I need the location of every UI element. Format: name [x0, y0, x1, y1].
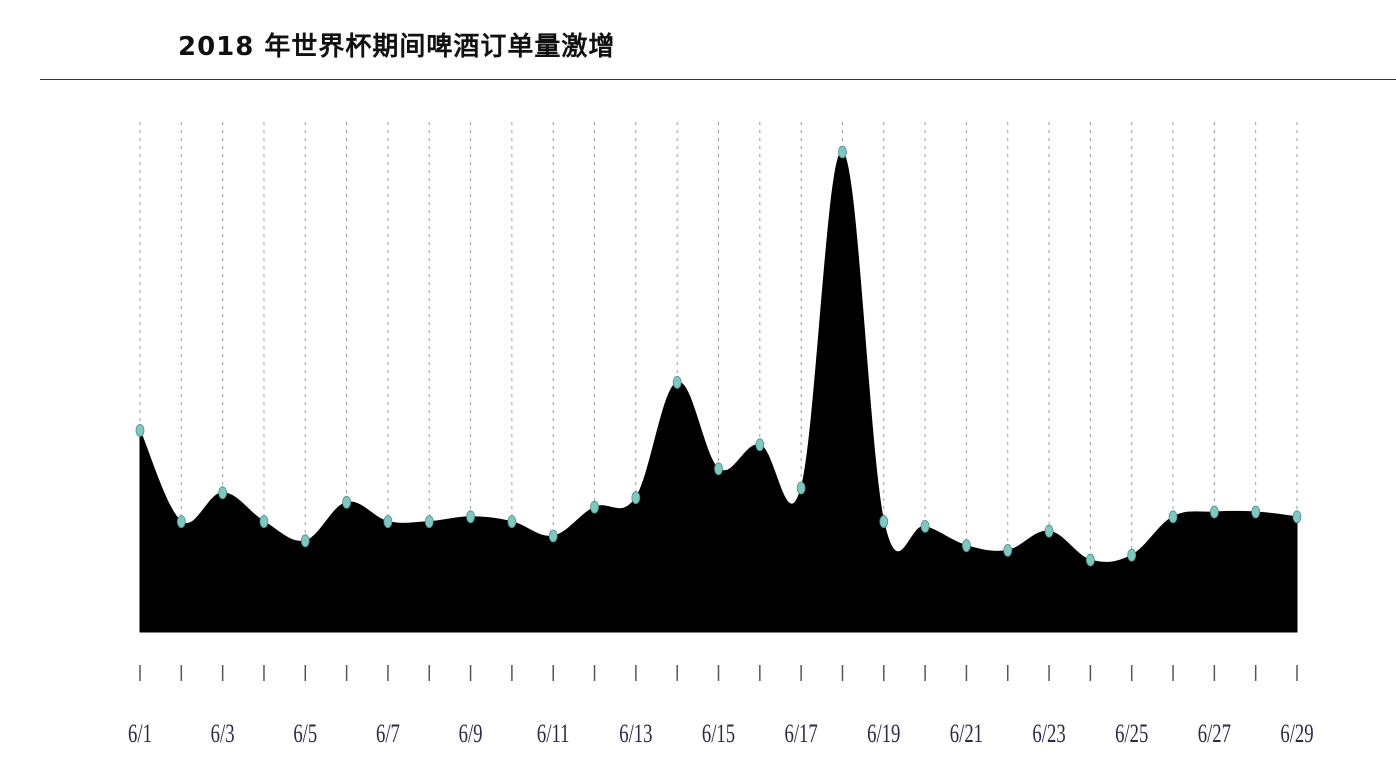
- data-point-6/27: [1209, 505, 1219, 519]
- data-point-6/8: [424, 515, 434, 528]
- x-tick-label: 6/23: [1032, 719, 1065, 748]
- x-tick-label: 6/19: [867, 719, 900, 748]
- x-tick-label: 6/17: [785, 719, 818, 748]
- data-point-6/10: [507, 515, 517, 528]
- chart-title: 2018 年世界杯期间啤酒订单量激增: [178, 32, 616, 62]
- data-point-6/3: [218, 486, 228, 500]
- data-point-6/5: [300, 534, 310, 548]
- data-point-6/17: [796, 481, 806, 495]
- data-point-6/1: [135, 423, 145, 437]
- data-point-6/6: [342, 495, 352, 509]
- data-point-6/15: [714, 462, 723, 476]
- x-tick-label: 6/25: [1115, 719, 1148, 748]
- data-point-6/23: [1044, 524, 1054, 538]
- data-point-6/9: [466, 510, 475, 524]
- x-tick-label: 6/27: [1198, 719, 1231, 748]
- x-tick-label: 6/13: [619, 719, 652, 748]
- data-point-6/7: [383, 515, 393, 528]
- data-point-6/29: [1292, 510, 1302, 524]
- data-point-6/22: [1003, 544, 1013, 557]
- data-point-6/20: [920, 520, 930, 533]
- data-markers: [135, 145, 1302, 567]
- x-tick-label: 6/5: [293, 719, 317, 748]
- x-tick-label: 6/9: [459, 719, 483, 748]
- data-point-6/26: [1168, 510, 1178, 524]
- data-point-6/14: [672, 375, 682, 389]
- x-tick-label: 6/1: [128, 719, 152, 748]
- x-tick-label: 6/3: [211, 719, 235, 748]
- title-divider: [40, 79, 1396, 80]
- data-point-6/24: [1085, 553, 1095, 567]
- series-area: [139, 151, 1298, 633]
- data-point-6/12: [590, 500, 599, 514]
- x-tick-label: 6/11: [537, 719, 570, 748]
- data-point-6/16: [755, 438, 765, 452]
- data-point-6/19: [879, 515, 889, 528]
- x-tick-label: 6/21: [950, 719, 983, 748]
- data-point-6/2: [176, 515, 186, 528]
- x-tick-label: 6/29: [1280, 719, 1313, 748]
- data-point-6/13: [631, 491, 641, 505]
- data-point-6/28: [1251, 505, 1261, 519]
- data-point-6/18: [838, 145, 847, 159]
- data-point-6/21: [962, 539, 971, 552]
- x-axis: 6/1 6/3 6/5 6/7 6/9 6/11 6/13 6/15 6/17 6/19 6/21 6…: [128, 665, 1314, 748]
- data-point-6/11: [548, 529, 558, 543]
- data-point-6/4: [259, 515, 269, 528]
- x-tick-label: 6/15: [702, 719, 735, 748]
- x-tick-label: 6/7: [376, 719, 400, 748]
- data-point-6/25: [1127, 548, 1137, 562]
